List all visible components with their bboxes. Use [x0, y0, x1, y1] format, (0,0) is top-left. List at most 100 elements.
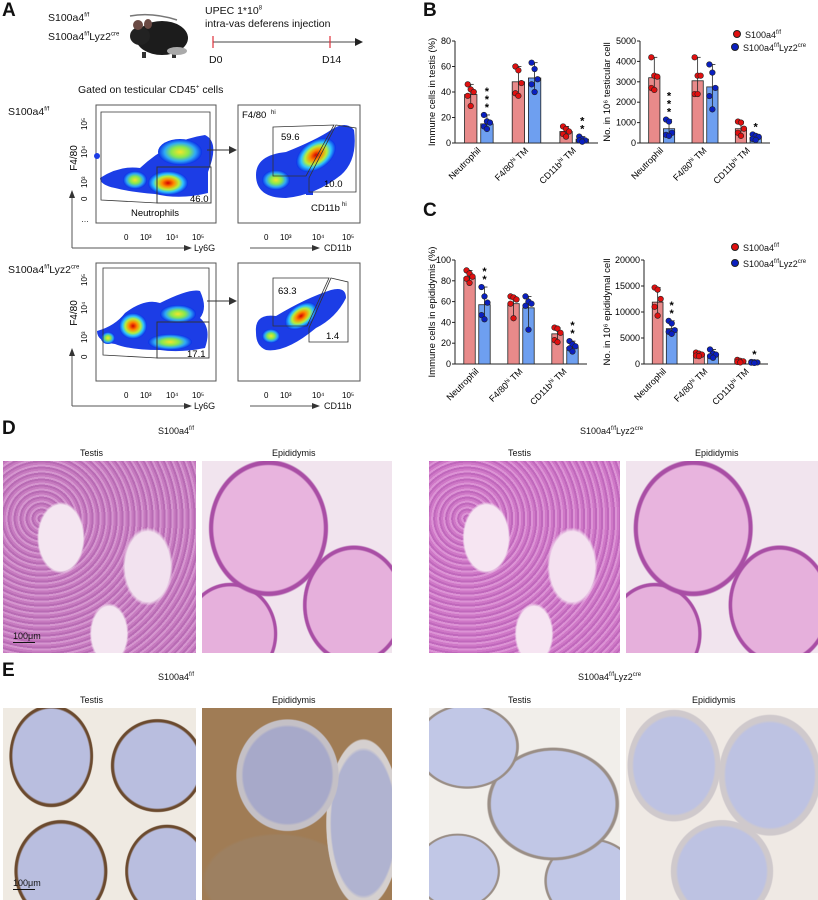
svg-text:*: *: [485, 102, 490, 114]
panel-letter-c: C: [423, 200, 437, 221]
svg-text:10⁴: 10⁴: [312, 233, 325, 242]
ihc-testis-ko-image: [429, 708, 620, 900]
svg-text:1000: 1000: [616, 118, 636, 128]
svg-text:*: *: [670, 300, 675, 312]
svg-text:No. in 10⁶ epididymal cell: No. in 10⁶ epididymal cell: [602, 259, 613, 366]
svg-text:CD11bhi TM: CD11bhi TM: [711, 145, 752, 186]
flow-row1-genotype: S100a4f/f: [8, 106, 50, 118]
svg-text:10⁵: 10⁵: [192, 391, 204, 400]
flow-plot-ly6g-ko: 17.1 0 10³ 10⁴ 10⁵ 0 10³ 10⁴ 10⁵ F4/80: [69, 262, 217, 400]
svg-text:*: *: [580, 116, 585, 128]
svg-text:*: *: [580, 124, 585, 136]
e-tile-label-4: Epididymis: [692, 695, 736, 705]
svg-text:CD11bhi TM: CD11bhi TM: [528, 366, 569, 407]
svg-text:10⁵: 10⁵: [192, 233, 204, 242]
svg-text:10⁴: 10⁴: [166, 233, 179, 242]
flow-plot-cd11b-control: F4/80 hi 59.6 10.0 CD11b hi 0 10³ 10⁴ 10⁵: [237, 104, 361, 242]
svg-text:*: *: [670, 308, 675, 320]
e-tile-label-2: Epididymis: [272, 695, 316, 705]
ihc-testis-control-image: 100μm: [3, 708, 196, 900]
e-group-control: S100a4f/f: [158, 672, 195, 682]
svg-text:10⁴: 10⁴: [80, 145, 89, 158]
svg-text:0: 0: [446, 359, 451, 369]
svg-text:*: *: [754, 121, 759, 133]
svg-text:10³: 10³: [80, 176, 89, 188]
timeline: [212, 36, 363, 48]
panel-letter-d: D: [2, 418, 16, 439]
svg-text:F4/80hi TM: F4/80hi TM: [672, 366, 709, 403]
gating-label: Gated on testicular CD45+ cells: [78, 84, 224, 96]
he-epididymis-ko-image: [626, 461, 818, 653]
svg-text:*: *: [485, 94, 490, 106]
svg-text:10³: 10³: [140, 391, 152, 400]
gate-value-cd11bhi: 10.0: [324, 179, 343, 190]
svg-text:*: *: [667, 107, 672, 119]
d-tile-label-2: Epididymis: [272, 448, 316, 458]
flow-row2-genotype: S100a4f/fLyz2cre: [8, 264, 80, 276]
svg-text:0: 0: [264, 391, 269, 400]
legend-b: S100a4f/f S100a4f/fLyz2cre: [731, 30, 806, 53]
svg-text:Immune cells in testis (%): Immune cells in testis (%): [427, 38, 438, 146]
scale-bar: 100μm: [13, 631, 41, 643]
svg-text:*: *: [752, 349, 757, 361]
svg-text:*: *: [482, 274, 487, 286]
svg-text:10⁵: 10⁵: [342, 391, 354, 400]
svg-text:40: 40: [441, 87, 451, 97]
svg-text:10⁵: 10⁵: [80, 118, 89, 130]
flow-axes-row2: [69, 348, 320, 409]
flow-plot-ly6g-control: 46.0 Neutrophils … 0 10³ 10⁴ 10⁵ 0 10³ 10⁴…: [69, 104, 217, 242]
gate-value-cd11bhi-ko: 1.4: [326, 331, 339, 342]
svg-text:20000: 20000: [615, 255, 640, 265]
d-tile-label-4: Epididymis: [695, 448, 739, 458]
infection-route-label: intra-vas deferens injection: [205, 18, 331, 30]
he-testis-ko-image: [429, 461, 620, 653]
svg-text:0: 0: [80, 354, 89, 359]
svg-text:10⁴: 10⁴: [166, 391, 179, 400]
panel-letter-a: A: [2, 0, 16, 21]
xaxis-ly6g-row2: Ly6G: [194, 401, 216, 411]
flow-axes-row1: [69, 190, 320, 251]
svg-text:F4/80: F4/80: [69, 300, 80, 326]
svg-text:*: *: [667, 99, 672, 111]
svg-text:Neutrophil: Neutrophil: [632, 366, 668, 402]
svg-text:*: *: [482, 266, 487, 278]
svg-text:40: 40: [441, 317, 451, 327]
ihc-epididymis-ko-image: [626, 708, 818, 900]
svg-text:*: *: [667, 91, 672, 103]
svg-text:*: *: [570, 320, 575, 332]
xaxis-cd11b-row1: CD11b: [324, 243, 352, 253]
svg-text:…: …: [81, 215, 89, 224]
svg-text:CD11b: CD11b: [311, 203, 340, 214]
svg-text:0: 0: [631, 138, 636, 148]
svg-text:10000: 10000: [615, 307, 640, 317]
xaxis-ly6g-row1: Ly6G: [194, 243, 216, 253]
svg-text:Neutrophils: Neutrophils: [131, 208, 179, 219]
svg-text:*: *: [485, 86, 490, 98]
he-testis-control-image: 100μm: [3, 461, 196, 653]
svg-text:80: 80: [441, 276, 451, 286]
svg-text:0: 0: [635, 359, 640, 369]
svg-text:10⁵: 10⁵: [342, 233, 354, 242]
svg-text:5000: 5000: [620, 333, 640, 343]
svg-text:F4/80: F4/80: [242, 110, 266, 121]
infection-dose-label: UPEC 1*108: [205, 5, 263, 17]
scale-bar-e: 100μm: [13, 878, 41, 890]
gate-arrow-row1: [207, 146, 237, 154]
panel-letter-b: B: [423, 0, 437, 21]
e-group-ko: S100a4f/fLyz2cre: [578, 672, 642, 682]
svg-text:Neutrophil: Neutrophil: [447, 145, 483, 181]
svg-text:5000: 5000: [616, 36, 636, 46]
svg-text:10³: 10³: [140, 233, 152, 242]
genotype-control-label: S100a4f/f: [48, 12, 90, 24]
svg-text:100: 100: [436, 255, 451, 265]
svg-text:Neutrophil: Neutrophil: [629, 145, 665, 181]
svg-text:3000: 3000: [616, 77, 636, 87]
svg-text:0: 0: [80, 196, 89, 201]
he-epididymis-control-image: [202, 461, 392, 653]
gate-value-neutrophils: 46.0: [190, 194, 209, 205]
svg-text:10³: 10³: [80, 331, 89, 343]
svg-text:15000: 15000: [615, 281, 640, 291]
